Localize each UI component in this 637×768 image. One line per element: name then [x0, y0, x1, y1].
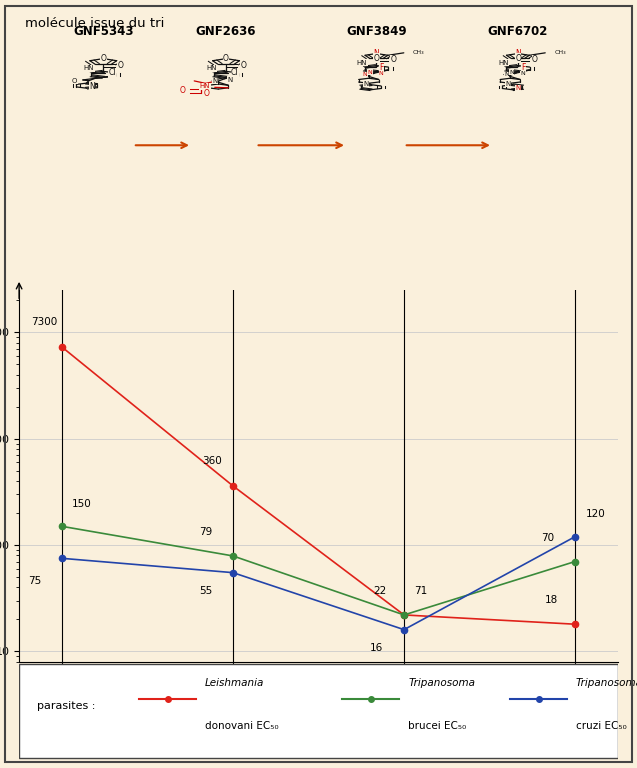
Text: Cl: Cl	[108, 68, 116, 78]
Text: brucei EC₅₀: brucei EC₅₀	[408, 721, 466, 731]
Text: F: F	[380, 62, 384, 71]
Text: O: O	[72, 78, 77, 84]
Text: O: O	[374, 54, 380, 63]
Text: 75: 75	[27, 576, 41, 586]
Text: 120: 120	[585, 509, 605, 519]
Text: O: O	[180, 86, 186, 95]
Text: GNF3849: GNF3849	[346, 25, 407, 38]
Text: GNF6702: GNF6702	[488, 25, 548, 38]
Text: O: O	[101, 54, 106, 63]
Text: HN: HN	[199, 84, 210, 89]
Text: 70: 70	[541, 533, 554, 543]
Text: F: F	[521, 62, 526, 71]
Text: Leishmania: Leishmania	[204, 678, 264, 688]
Text: 150: 150	[72, 499, 92, 509]
Text: N: N	[227, 77, 233, 83]
Text: N: N	[373, 48, 380, 58]
Text: cruzi EC₅₀: cruzi EC₅₀	[576, 721, 627, 731]
Text: molécule issue du tri: molécule issue du tri	[25, 17, 164, 30]
Text: 18: 18	[545, 595, 557, 605]
Text: HN: HN	[206, 65, 217, 71]
Text: GNF2636: GNF2636	[196, 25, 256, 38]
Text: HN: HN	[357, 60, 368, 65]
Text: N: N	[362, 72, 368, 77]
Text: Tripanosoma: Tripanosoma	[408, 678, 475, 688]
Text: CH₃: CH₃	[413, 50, 424, 55]
Text: N: N	[364, 81, 369, 87]
Text: HN: HN	[498, 60, 509, 65]
Text: N: N	[89, 82, 95, 91]
Text: 360: 360	[202, 455, 222, 465]
Text: O: O	[223, 54, 229, 63]
Text: donovani EC₅₀: donovani EC₅₀	[204, 721, 278, 731]
Text: O: O	[117, 61, 124, 70]
Text: N: N	[379, 71, 383, 76]
Text: O: O	[515, 54, 521, 63]
Text: N: N	[515, 85, 520, 91]
Text: 16: 16	[370, 644, 383, 654]
Text: HN: HN	[83, 65, 94, 71]
Text: 7300: 7300	[31, 316, 57, 326]
Text: Cl: Cl	[231, 68, 238, 78]
Text: 79: 79	[199, 527, 212, 537]
Text: N: N	[509, 70, 514, 74]
Text: O: O	[240, 61, 246, 70]
Text: N: N	[505, 81, 510, 87]
Text: 22: 22	[373, 586, 387, 596]
Text: N: N	[504, 72, 509, 77]
Text: N: N	[368, 70, 373, 74]
FancyBboxPatch shape	[19, 664, 618, 758]
Text: parasites :: parasites :	[37, 701, 96, 711]
Text: 71: 71	[414, 586, 427, 596]
Text: N: N	[520, 71, 525, 76]
Text: Tripanosoma: Tripanosoma	[576, 678, 637, 688]
Text: GNF5343: GNF5343	[73, 25, 134, 38]
Text: O: O	[390, 55, 396, 65]
Text: N: N	[515, 48, 521, 58]
Text: 55: 55	[199, 586, 212, 596]
Text: O: O	[532, 55, 538, 65]
Text: CH₃: CH₃	[554, 50, 566, 55]
Text: N: N	[212, 78, 217, 84]
Text: O: O	[203, 89, 209, 98]
